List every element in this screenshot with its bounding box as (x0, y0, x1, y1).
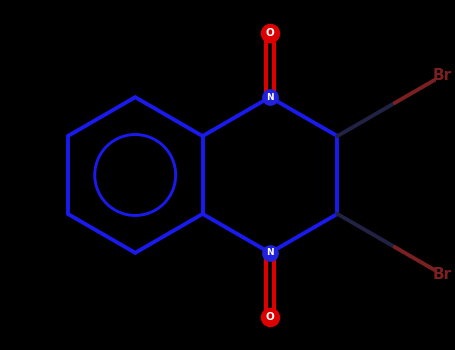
Text: O: O (266, 312, 274, 322)
Text: Br: Br (432, 68, 451, 83)
Text: N: N (266, 248, 274, 257)
Text: O: O (266, 28, 274, 38)
Text: Br: Br (432, 267, 451, 282)
Text: N: N (266, 93, 274, 102)
